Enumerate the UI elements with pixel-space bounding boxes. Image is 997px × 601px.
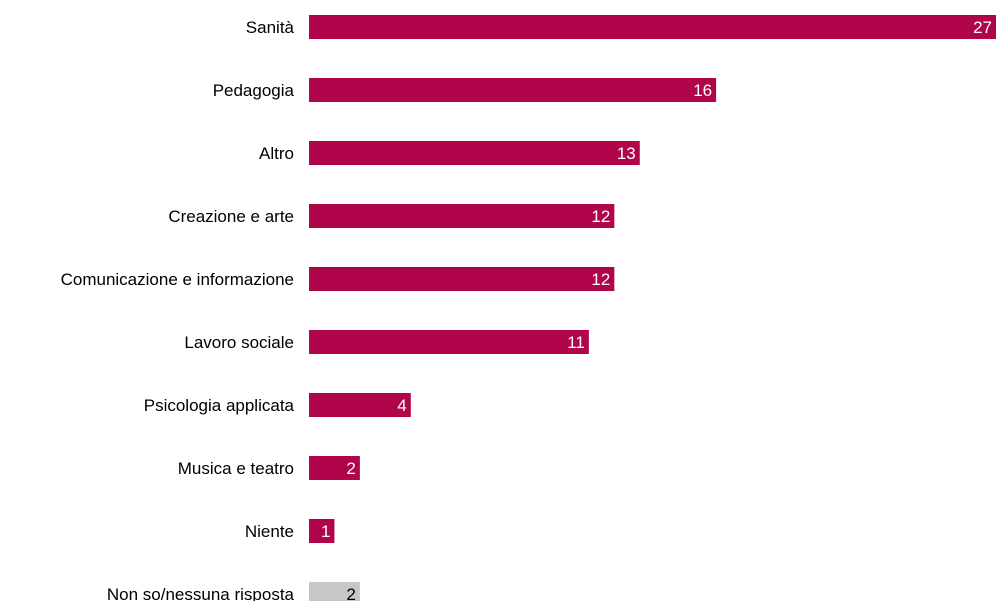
value-label: 11 <box>567 333 585 352</box>
bar <box>309 330 589 354</box>
category-label: Musica e teatro <box>178 459 294 478</box>
bar <box>309 519 335 543</box>
category-label: Altro <box>259 144 294 163</box>
bar <box>309 456 360 480</box>
category-label: Creazione e arte <box>168 207 294 226</box>
value-label: 16 <box>693 81 712 100</box>
category-label: Niente <box>245 522 294 541</box>
value-label: 13 <box>617 144 636 163</box>
value-label: 2 <box>346 459 355 478</box>
bar <box>309 267 615 291</box>
value-label: 1 <box>321 522 330 541</box>
value-label: 27 <box>973 18 992 37</box>
value-label: 12 <box>591 270 610 289</box>
bar <box>309 141 640 165</box>
category-label: Pedagogia <box>213 81 295 100</box>
category-label: Comunicazione e informazione <box>61 270 294 289</box>
value-label: 2 <box>346 585 355 601</box>
bar <box>309 204 615 228</box>
bar <box>309 15 996 39</box>
bar <box>309 78 717 102</box>
bar <box>309 393 411 417</box>
category-label: Sanità <box>246 18 295 37</box>
value-label: 4 <box>397 396 406 415</box>
bar-muted <box>309 582 360 601</box>
category-label: Psicologia applicata <box>144 396 295 415</box>
category-label: Lavoro sociale <box>184 333 294 352</box>
value-label: 12 <box>591 207 610 226</box>
category-label: Non so/nessuna risposta <box>107 585 295 601</box>
